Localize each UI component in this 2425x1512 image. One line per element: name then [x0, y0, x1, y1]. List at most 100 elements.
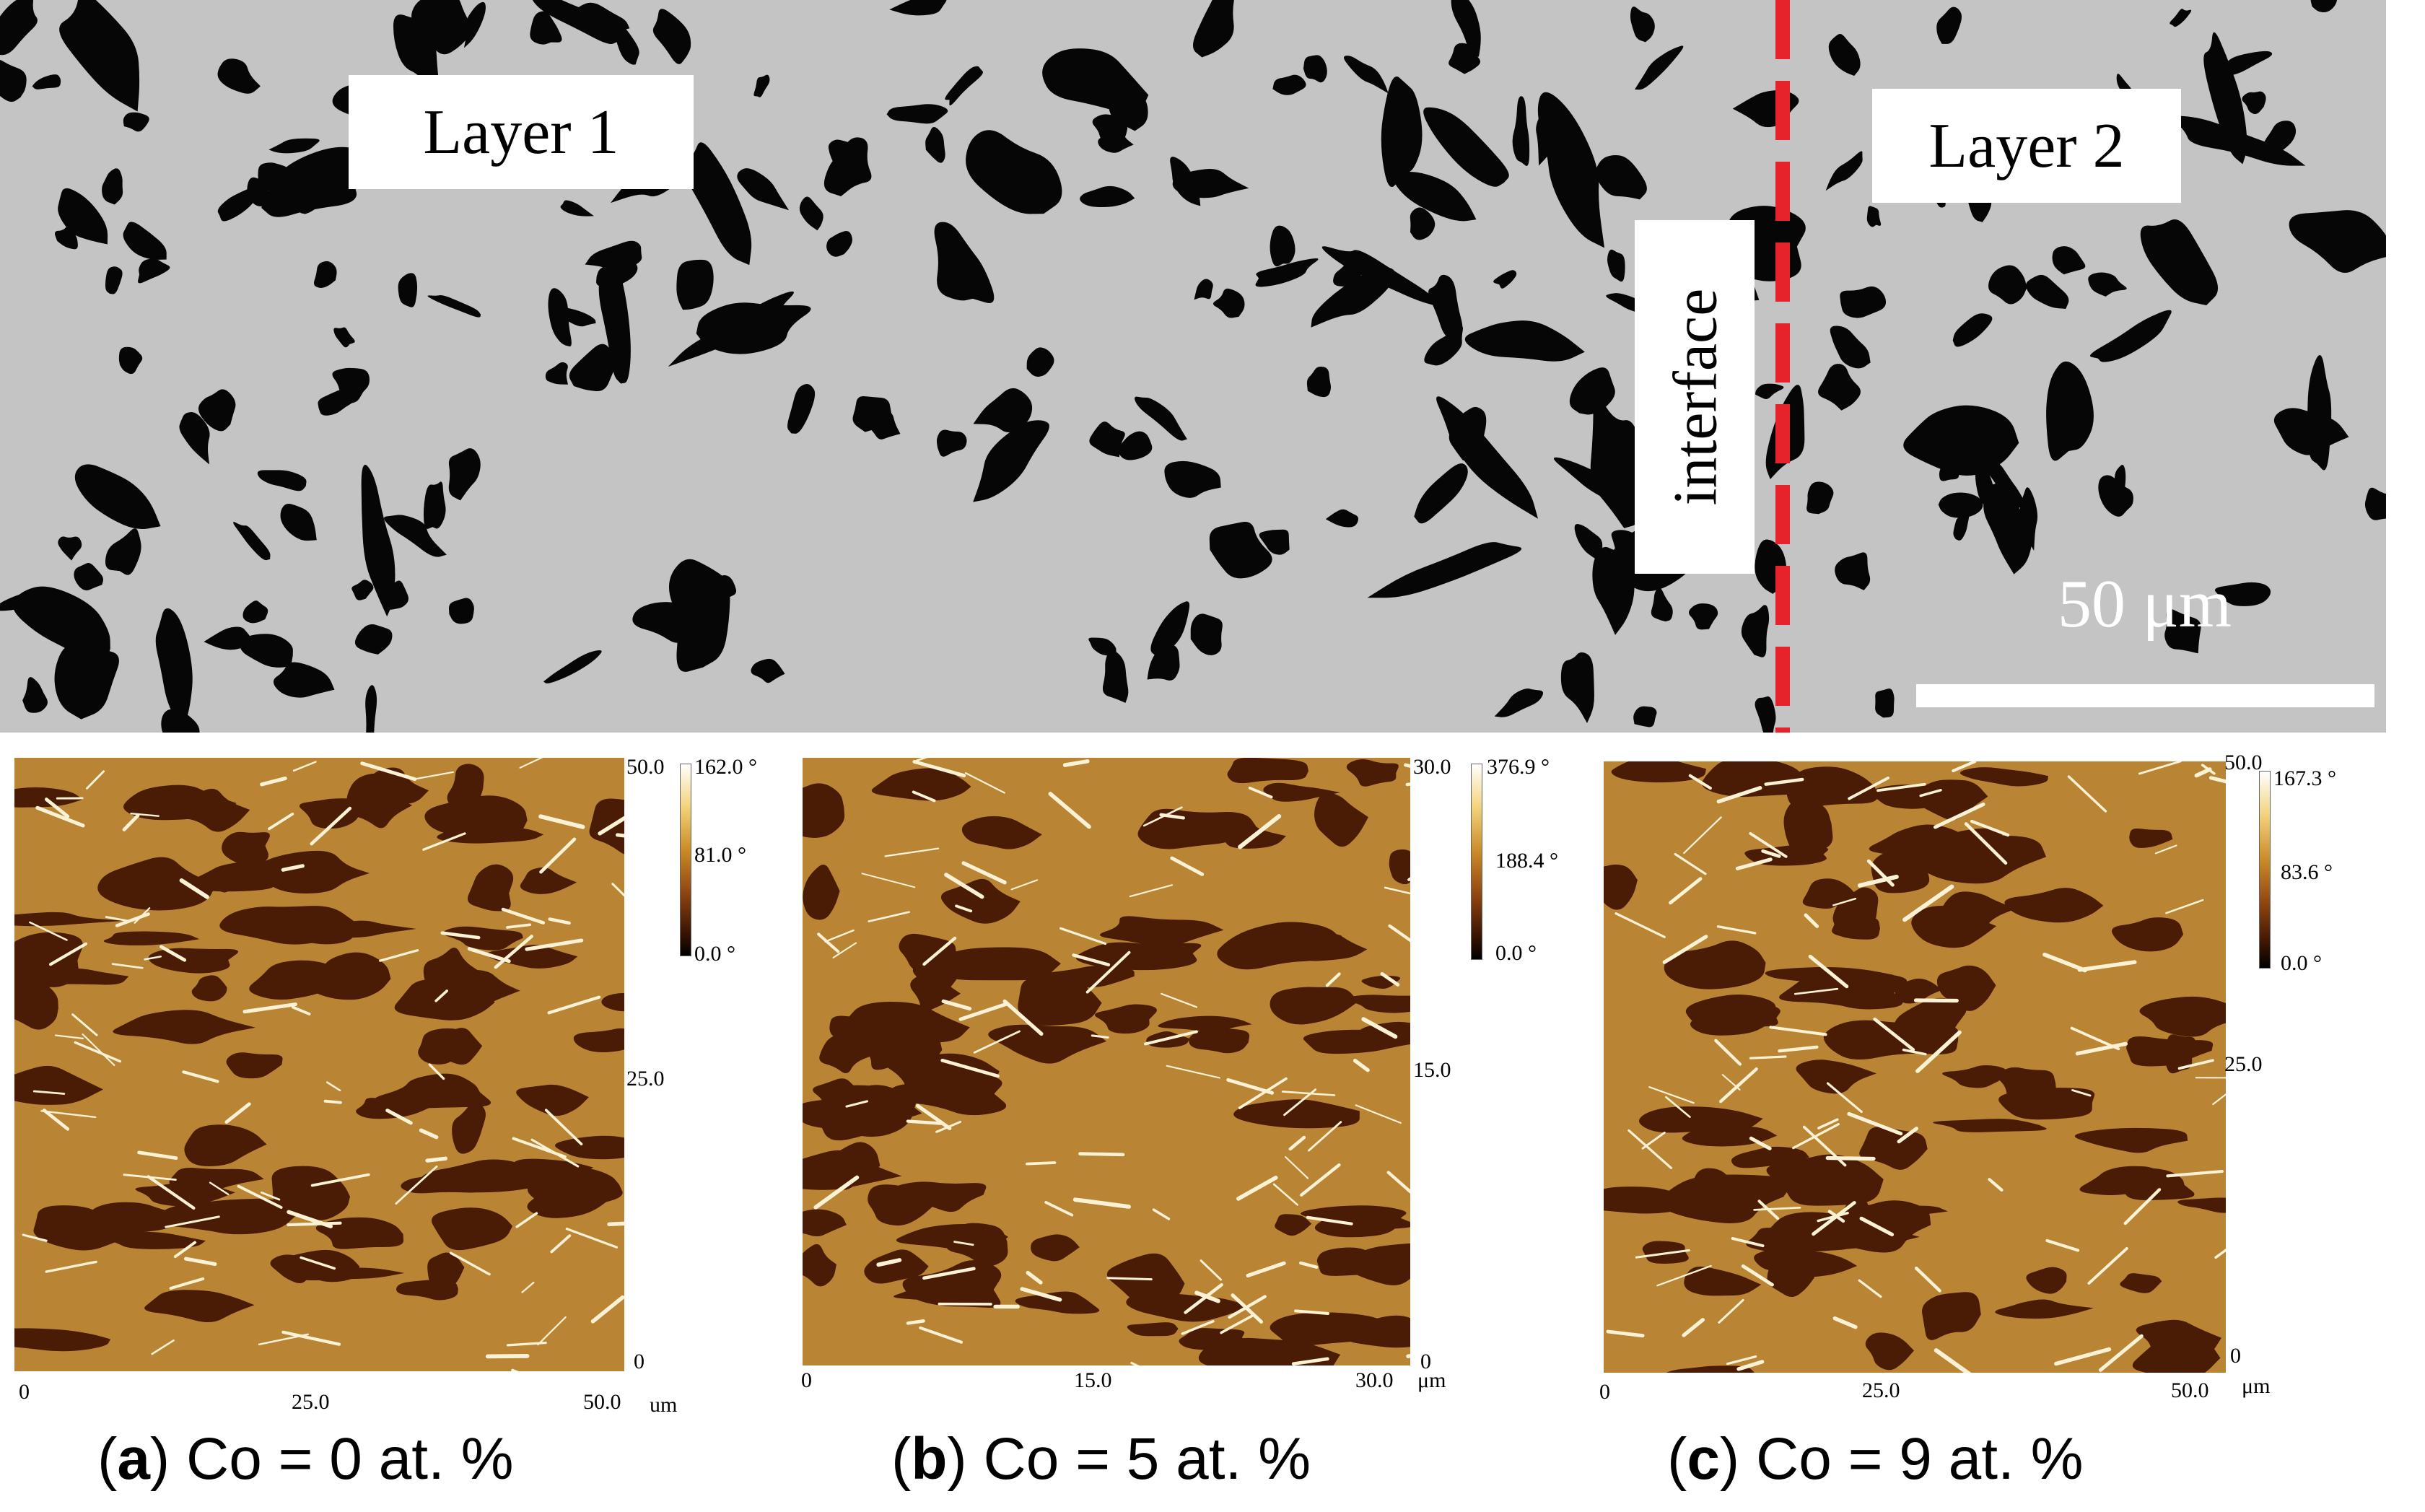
afm-bright-streak [1914, 1266, 1941, 1293]
phase-particle [711, 574, 737, 600]
phase-particle-shape [2170, 9, 2192, 27]
phase-particle-shape [105, 266, 123, 294]
phase-particle [669, 559, 730, 672]
phase-particle [268, 138, 320, 154]
phase-particle [1424, 325, 1464, 366]
phase-particle [179, 411, 210, 465]
afm-bright-streak [922, 936, 957, 966]
afm-dark-domain [200, 872, 239, 893]
sem-micrograph: Layer 1 Layer 2 interface 50 μm [0, 0, 2386, 733]
caption-c: (c) Co = 9 at. % [1667, 1426, 2084, 1492]
afm-bright-streak [940, 1058, 1000, 1078]
phase-particle-shape [2140, 219, 2218, 305]
phase-particle [934, 222, 995, 303]
phase-particle-shape [889, 0, 947, 16]
phase-particle [1306, 366, 1332, 398]
afm-bright-streak [906, 1119, 945, 1125]
afm-bright-streak [29, 921, 68, 941]
afm-bright-streak [538, 814, 585, 829]
afm-bright-streak [48, 942, 88, 966]
afm-bright-streak [1386, 1171, 1410, 1194]
phase-particle-shape [2364, 487, 2386, 520]
phase-particle-shape [1464, 320, 1585, 362]
phase-particle [1939, 462, 1959, 481]
afm-bright-streak [1769, 1026, 1827, 1036]
afm-bright-streak [506, 1341, 547, 1347]
afm-bright-streak [419, 1128, 439, 1140]
phase-particle-shape [1303, 55, 1327, 83]
phase-particle [59, 0, 140, 112]
afm-dark-domain [1859, 1127, 1928, 1170]
afm-bright-streak [1847, 1111, 1903, 1136]
afm-bright-streak [1144, 1030, 1198, 1046]
phase-particle-shape [273, 662, 335, 698]
phase-particle-shape [1755, 696, 1776, 733]
phase-particle [351, 580, 374, 600]
phase-particle [217, 58, 261, 94]
afm-bright-streak [521, 1281, 535, 1293]
afm-bright-streak [1731, 1237, 1765, 1248]
phase-particle [973, 420, 1049, 502]
phase-particle [1303, 55, 1327, 83]
phase-particle [1512, 96, 1530, 166]
afm-bright-streak [1683, 816, 1722, 855]
phase-particle-shape [2088, 272, 2127, 297]
phase-particle-shape [2112, 465, 2126, 505]
afm-dark-domain [299, 798, 362, 829]
phase-particle [105, 266, 123, 294]
phase-particle [1026, 347, 1054, 377]
afm-dark-domain [418, 1028, 474, 1065]
phase-particle [1325, 509, 1359, 528]
afm-dark-domain [516, 1084, 589, 1116]
phase-particle-shape [1192, 0, 1236, 58]
phase-particle [1689, 603, 1718, 630]
phase-particle-shape [1493, 270, 1517, 289]
phase-particle [1828, 34, 1861, 77]
afm-dark-domain [315, 1217, 404, 1249]
afm-bright-streak [1793, 987, 1839, 995]
phase-particle [530, 0, 621, 44]
afm-bright-streak [1749, 1136, 1772, 1150]
phase-particle-shape [1325, 509, 1359, 528]
phase-particle [1741, 605, 1770, 657]
phase-particle-shape [787, 383, 816, 434]
afm-bright-streak [861, 873, 916, 888]
y-tick-c-top: 50.0 [2224, 751, 2263, 774]
afm-dark-domain [144, 1290, 255, 1323]
phase-particle [1259, 529, 1290, 555]
afm-bright-streak [182, 1070, 219, 1083]
afm-dark-domain [431, 1207, 513, 1251]
phase-particle-shape [1102, 650, 1129, 703]
afm-bright-streak [1808, 954, 1849, 989]
afm-bright-streak [287, 1210, 333, 1228]
afm-bright-streak [1078, 1152, 1125, 1157]
afm-dark-domain [940, 878, 1021, 924]
phase-particle-shape [1080, 185, 1135, 208]
afm-bright-streak [2098, 1334, 2144, 1372]
afm-dark-domain [864, 1249, 929, 1284]
x-tick-a-left: 0 [19, 1380, 30, 1404]
afm-bright-streak [258, 1333, 309, 1346]
phase-particle [925, 127, 945, 163]
phase-particle [2026, 274, 2069, 309]
phase-particle-shape [1952, 313, 1993, 347]
phase-particle [652, 9, 691, 64]
afm-bright-streak [1952, 761, 1977, 773]
afm-bright-streak [1284, 1155, 1309, 1179]
y-tick-a-mid: 25.0 [626, 1067, 665, 1091]
afm-dark-domain [1684, 1266, 1762, 1296]
colorbar-c-max: 167.3 ° [2273, 766, 2336, 790]
colorbar-b-max: 376.9 ° [1487, 755, 1550, 779]
afm-dark-domain [452, 1102, 486, 1154]
caption-a: (a) Co = 0 at. % [97, 1426, 514, 1492]
afm-bright-streak [425, 1156, 448, 1163]
phase-particle-shape [598, 257, 631, 384]
afm-bright-streak [1161, 992, 1198, 1008]
afm-bright-streak [260, 776, 287, 787]
afm-dark-domain [1227, 758, 1308, 784]
phase-particle-shape [74, 464, 161, 529]
afm-dark-domain [555, 1135, 624, 1160]
afm-bright-streak [35, 805, 85, 828]
afm-dark-domain [1822, 1226, 1857, 1246]
phase-particle [2289, 210, 2386, 273]
